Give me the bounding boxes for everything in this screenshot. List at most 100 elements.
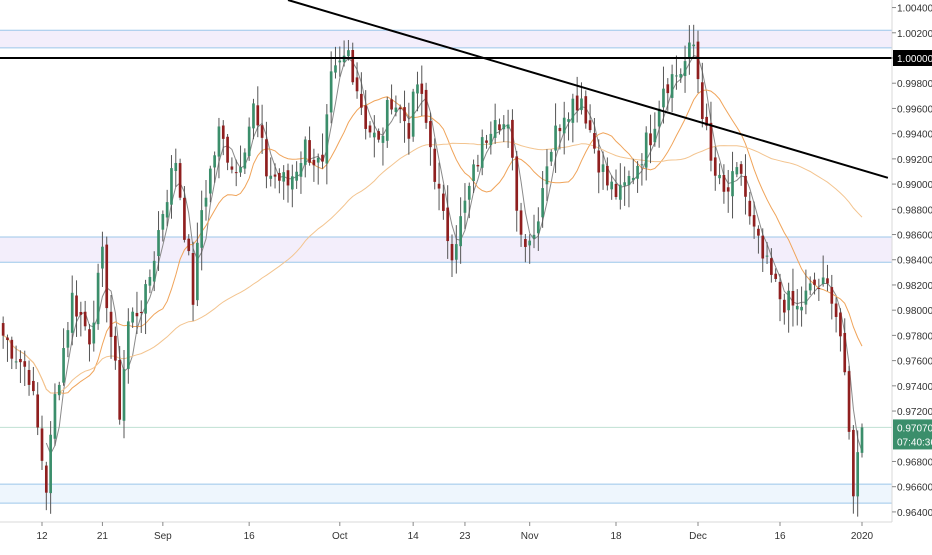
candles-layer	[1, 24, 864, 517]
candle-body	[303, 139, 307, 165]
candle-58	[252, 98, 255, 140]
candle-body	[256, 105, 260, 126]
candle-body	[286, 170, 290, 186]
candle-body	[174, 162, 178, 171]
candle-34	[148, 269, 152, 294]
candle-160	[692, 24, 696, 59]
candle-body	[485, 140, 488, 143]
candle-body	[191, 253, 195, 305]
candle-61	[265, 121, 268, 189]
candle-157	[679, 68, 683, 83]
zone-band-0	[0, 30, 892, 48]
y-tick-label-9: 0.98600	[897, 231, 932, 242]
candle-body	[44, 465, 48, 493]
candle-body	[683, 61, 687, 77]
candle-16	[70, 275, 74, 346]
candle-191	[826, 264, 829, 292]
candle-127	[549, 149, 553, 166]
candle-49	[213, 151, 216, 183]
candle-152	[657, 100, 661, 148]
candle-183	[791, 268, 795, 327]
candle-body	[96, 272, 100, 325]
candle-body	[109, 311, 113, 337]
candle-173	[748, 191, 752, 225]
candle-129	[558, 124, 562, 150]
candle-body	[709, 122, 713, 161]
candle-51	[221, 120, 225, 156]
zone-band-2	[0, 484, 892, 504]
candle-115	[498, 118, 501, 135]
candle-56	[243, 148, 247, 174]
candle-body	[804, 290, 808, 305]
candle-body	[196, 242, 199, 301]
candle-body	[338, 60, 342, 63]
candle-body	[118, 360, 122, 420]
x-tick-label-2: Sep	[154, 531, 172, 542]
candle-body	[601, 164, 605, 172]
candle-body	[92, 322, 96, 344]
y-tick-label-5: 0.99400	[897, 130, 932, 141]
candle-body	[381, 135, 385, 143]
candle-body	[567, 119, 570, 122]
candle-3	[14, 345, 18, 370]
y-tick-label-6: 0.99200	[897, 155, 932, 166]
moving-averages-layer	[2, 55, 863, 456]
candle-body	[614, 183, 618, 197]
countdown-label: 07:40:36	[897, 437, 932, 448]
candle-92	[398, 104, 402, 124]
x-tick-label-3: 16	[244, 531, 256, 542]
zones-layer	[0, 29, 892, 504]
candle-body	[334, 65, 337, 73]
candle-186	[804, 269, 808, 315]
candle-11	[49, 421, 52, 514]
lines-layer	[0, 0, 892, 179]
candle-180	[778, 273, 782, 322]
candle-body	[10, 339, 14, 359]
candle-body	[562, 117, 566, 134]
candle-143	[618, 163, 622, 210]
candle-188	[813, 272, 816, 295]
candle-body	[718, 174, 721, 179]
candle-98	[424, 82, 428, 129]
candle-139	[601, 151, 605, 190]
candle-161	[696, 30, 700, 94]
y-tick-label-3: 0.99800	[897, 79, 932, 90]
y-tick-label-16: 0.97200	[897, 407, 932, 418]
candle-104	[450, 234, 454, 278]
candle-body	[731, 171, 734, 197]
candle-body	[856, 452, 860, 497]
candle-27	[118, 346, 122, 425]
candle-body	[774, 273, 778, 279]
candle-47	[204, 180, 208, 221]
ma-fast-line	[45, 55, 863, 456]
candle-body	[649, 133, 652, 146]
candle-74	[321, 133, 324, 169]
candle-body	[515, 156, 519, 211]
candle-60	[260, 104, 264, 154]
candle-140	[606, 157, 609, 191]
candle-body	[524, 239, 527, 247]
candle-179	[774, 268, 778, 283]
candle-194	[839, 308, 842, 352]
candle-53	[230, 157, 234, 174]
candle-body	[157, 230, 160, 257]
candle-39	[170, 155, 173, 219]
candle-body	[588, 120, 592, 131]
candle-97	[420, 65, 424, 116]
candle-162	[700, 62, 704, 128]
candle-body	[36, 394, 40, 428]
candle-body	[813, 279, 816, 285]
candle-body	[575, 95, 579, 111]
y-tick-label-15: 0.97400	[897, 382, 932, 393]
candle-body	[148, 277, 152, 286]
candle-body	[675, 75, 678, 77]
last-price-tag	[893, 419, 932, 450]
y-tick-label-14: 0.97600	[897, 357, 932, 368]
candle-body	[860, 427, 864, 453]
candle-63	[273, 163, 277, 189]
candle-body	[88, 329, 91, 345]
candle-body	[243, 152, 247, 169]
candle-body	[761, 235, 765, 259]
